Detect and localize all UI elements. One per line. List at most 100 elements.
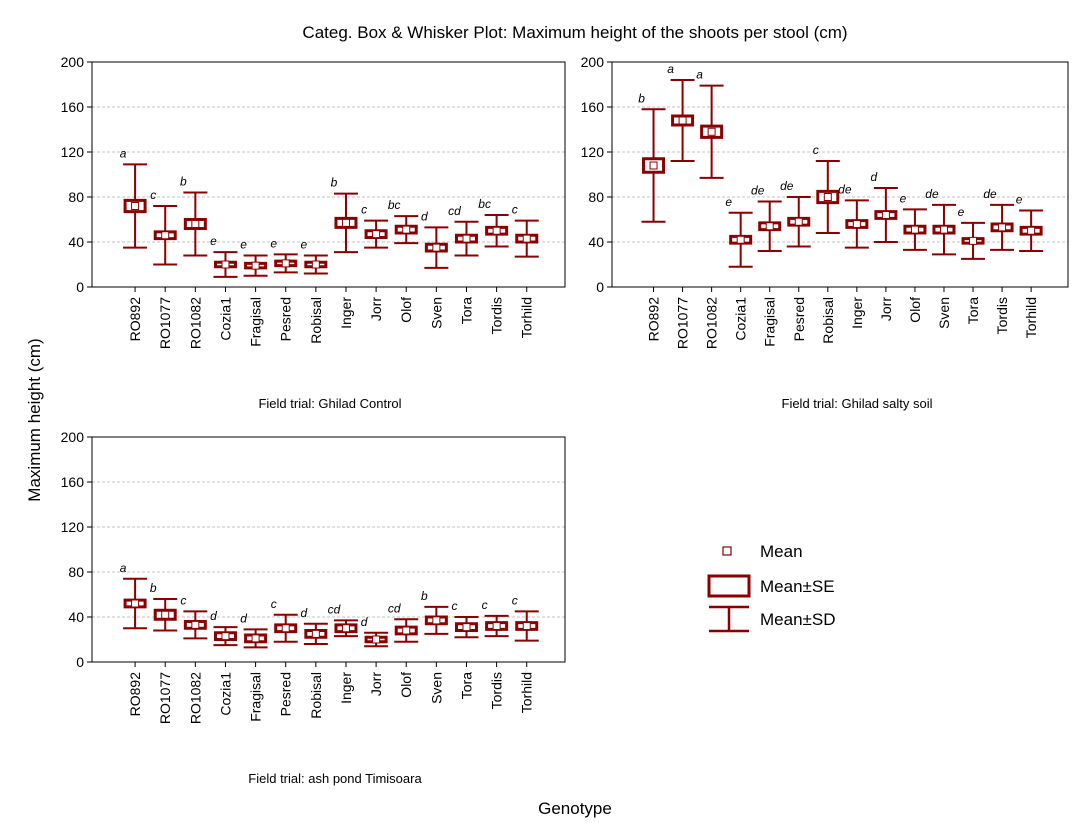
plot-frame — [91, 61, 566, 288]
y-tick-label: 160 — [61, 99, 85, 115]
group-letter: b — [421, 589, 428, 603]
group-letter: a — [120, 146, 127, 160]
x-tick-label: RO1077 — [675, 297, 691, 349]
mean-marker — [251, 261, 260, 270]
x-tick-label: Torhild — [1023, 297, 1039, 338]
group-letter: c — [512, 203, 518, 217]
y-tick-label: 120 — [581, 144, 605, 160]
x-axis-label: Genotype — [538, 799, 612, 818]
group-letter: c — [451, 599, 457, 613]
x-tick-label: Inger — [338, 672, 354, 704]
group-letter: cd — [328, 602, 341, 616]
mean-marker — [794, 217, 803, 226]
mean-marker — [462, 234, 471, 243]
mean-marker — [341, 624, 350, 633]
mean-marker — [131, 202, 140, 210]
group-letter: d — [421, 209, 428, 223]
legend-se-symbol — [707, 574, 751, 598]
group-letter: d — [210, 609, 217, 623]
y-tick-label: 80 — [68, 189, 84, 205]
x-tick-label: Jorr — [878, 297, 894, 321]
group-letter: c — [271, 597, 277, 611]
mean-marker — [281, 259, 290, 268]
mean-marker — [191, 220, 200, 228]
x-tick-label: Pesred — [278, 672, 294, 716]
group-letter: e — [958, 205, 965, 219]
mean-marker — [522, 622, 531, 630]
group-letter: c — [512, 593, 518, 607]
panel-subtitle: Field trial: Ghilad Control — [258, 396, 401, 411]
x-tick-label: Torhild — [519, 297, 535, 338]
x-tick-label: Fragisal — [248, 297, 264, 347]
y-tick-label: 0 — [596, 279, 604, 295]
group-letter: a — [667, 62, 674, 76]
mean-marker — [969, 236, 978, 245]
plot-frame — [91, 436, 566, 663]
y-tick-label: 80 — [68, 564, 84, 580]
group-letter: b — [150, 581, 157, 595]
y-axis-label: Maximum height (cm) — [25, 338, 44, 501]
x-tick-label: Cozia1 — [733, 297, 749, 341]
group-letter: e — [301, 238, 308, 252]
x-tick-label: Tora — [458, 672, 474, 699]
mean-marker — [432, 616, 441, 625]
mean-marker — [492, 622, 501, 630]
group-letter: c — [482, 598, 488, 612]
group-letter: de — [780, 179, 794, 193]
x-tick-label: Olof — [907, 297, 923, 323]
x-tick-label: RO892 — [127, 672, 143, 717]
group-letter: e — [725, 195, 732, 209]
mean-marker — [881, 211, 890, 219]
plot-frame — [611, 61, 1069, 288]
mean-marker — [522, 234, 531, 243]
legend-sd-symbol — [709, 605, 749, 633]
y-tick-label: 40 — [68, 609, 84, 625]
chart-title: Categ. Box & Whisker Plot: Maximum heigh… — [302, 23, 847, 42]
x-tick-label: Fragisal — [762, 297, 778, 347]
group-letter: c — [180, 593, 186, 607]
group-letter: de — [751, 184, 765, 198]
mean-marker — [372, 230, 381, 239]
x-tick-label: Robisal — [308, 672, 324, 719]
y-tick-label: 200 — [61, 429, 85, 445]
mean-marker — [161, 231, 170, 240]
mean-marker — [311, 260, 320, 269]
group-letter: de — [925, 187, 939, 201]
mean-marker — [678, 116, 687, 125]
x-tick-label: Cozia1 — [217, 297, 233, 341]
group-letter: b — [180, 175, 187, 189]
x-tick-label: Sven — [428, 297, 444, 329]
group-letter: bc — [388, 198, 401, 212]
group-letter: b — [331, 176, 338, 190]
x-tick-label: Sven — [936, 297, 952, 329]
x-tick-label: RO892 — [646, 297, 662, 342]
y-tick-label: 120 — [61, 519, 85, 535]
x-tick-label: Jorr — [368, 297, 384, 321]
mean-marker — [998, 223, 1007, 232]
y-tick-label: 200 — [61, 54, 85, 70]
y-tick-label: 0 — [76, 279, 84, 295]
y-tick-label: 160 — [61, 474, 85, 490]
group-letter: d — [361, 615, 368, 629]
group-letter: a — [696, 68, 703, 82]
group-letter: c — [813, 143, 819, 157]
group-letter: e — [210, 234, 217, 248]
mean-marker — [341, 218, 350, 227]
group-letter: c — [361, 203, 367, 217]
group-letter: e — [1016, 193, 1023, 207]
mean-marker — [707, 127, 716, 136]
legend-label: Mean±SD — [760, 610, 835, 629]
x-tick-label: Pesred — [278, 297, 294, 341]
x-tick-label: RO1077 — [157, 672, 173, 724]
x-tick-label: Tordis — [994, 297, 1010, 334]
mean-marker — [191, 620, 200, 629]
y-tick-label: 160 — [581, 99, 605, 115]
legend-label: Mean±SE — [760, 577, 835, 596]
panel-subtitle: Field trial: ash pond Timisoara — [248, 771, 422, 786]
x-tick-label: Tordis — [489, 297, 505, 334]
x-tick-label: Pesred — [791, 297, 807, 341]
mean-marker — [131, 599, 140, 608]
mean-marker — [910, 225, 919, 234]
x-tick-label: Sven — [428, 672, 444, 704]
